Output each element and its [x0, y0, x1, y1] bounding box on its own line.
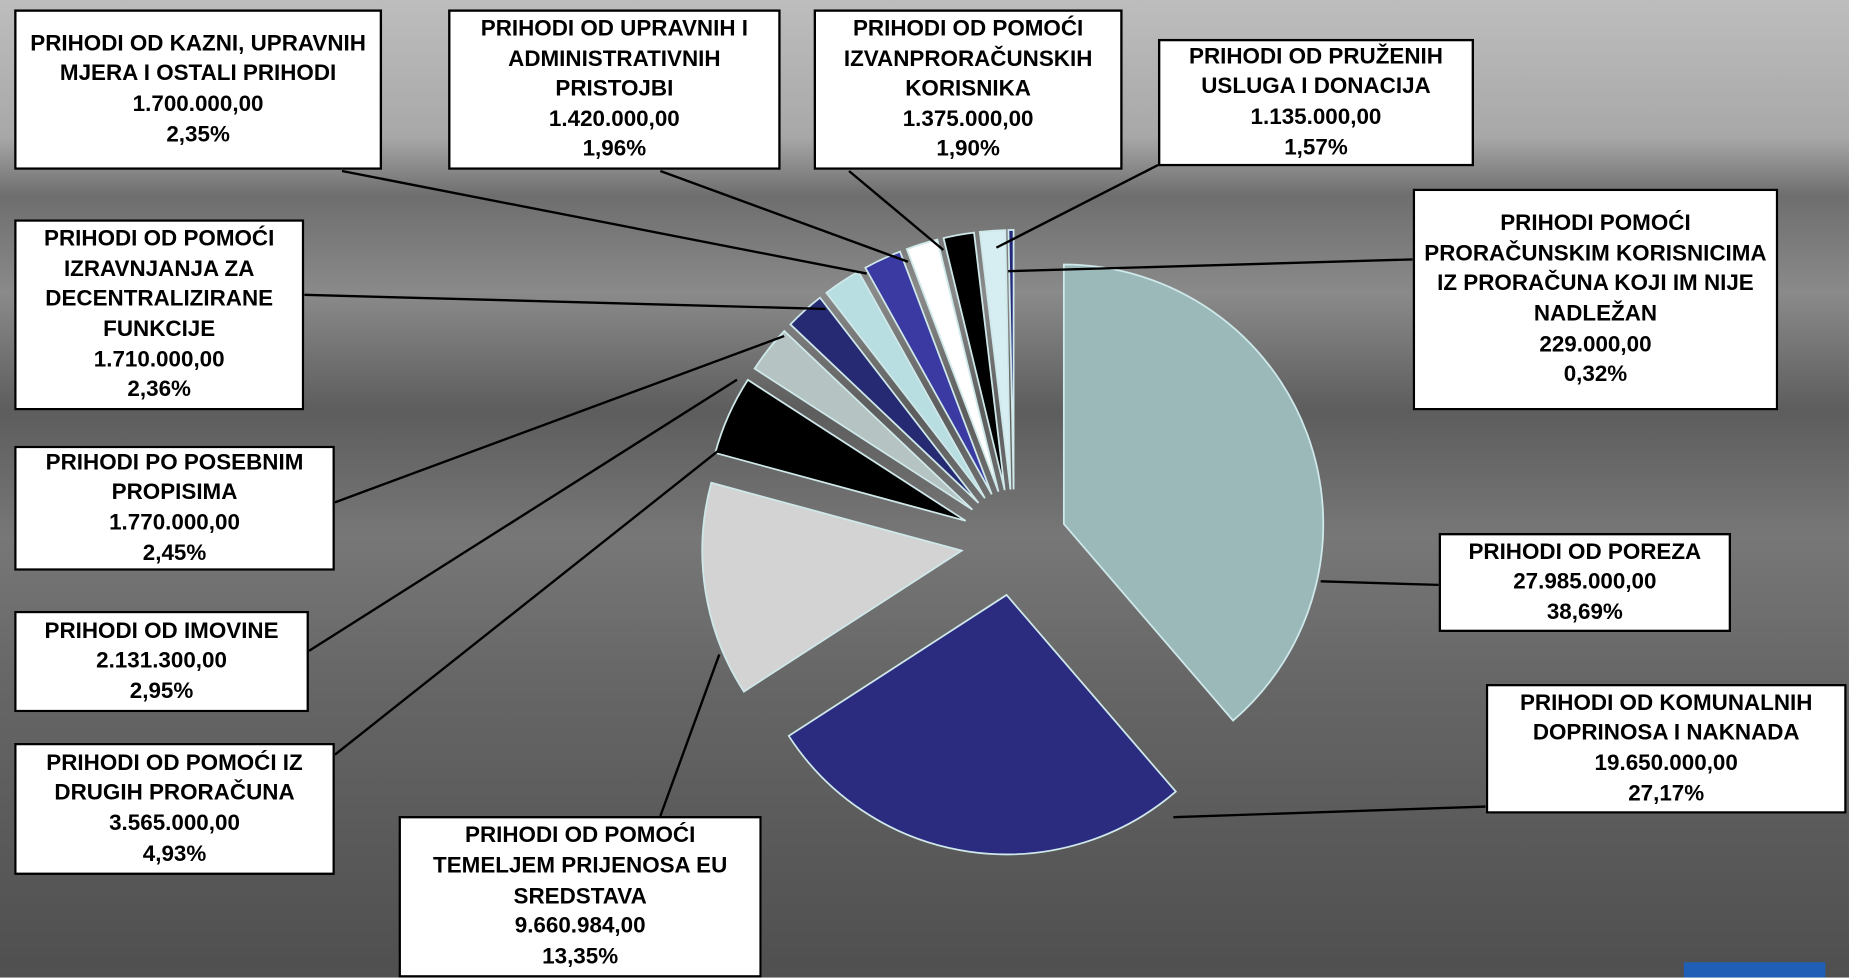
data-label: PRIHODI OD POMOĆI TEMELJEM PRIJENOSA EU …: [399, 816, 762, 978]
label-percent: 13,35%: [406, 942, 755, 972]
label-name: PRIHODI OD KOMUNALNIH DOPRINOSA I NAKNAD…: [1493, 688, 1840, 748]
data-label: PRIHODI OD KOMUNALNIH DOPRINOSA I NAKNAD…: [1486, 684, 1847, 814]
data-label: PRIHODI OD POMOĆI IZVANPRORAČUNSKIH KORI…: [814, 9, 1123, 169]
label-percent: 38,69%: [1446, 598, 1724, 628]
label-value: 19.650.000,00: [1493, 749, 1840, 779]
label-value: 2.131.300,00: [21, 646, 302, 676]
leader-line: [335, 448, 722, 755]
leader-line: [335, 336, 784, 502]
label-value: 1.420.000,00: [455, 105, 773, 135]
label-name: PRIHODI OD POMOĆI IZVANPRORAČUNSKIH KORI…: [821, 14, 1116, 105]
label-percent: 4,93%: [21, 839, 328, 869]
label-name: PRIHODI OD POMOĆI IZ DRUGIH PRORAČUNA: [21, 748, 328, 808]
data-label: PRIHODI OD KAZNI, UPRAVNIH MJERA I OSTAL…: [14, 9, 382, 169]
label-value: 27.985.000,00: [1446, 567, 1724, 597]
label-value: 1.710.000,00: [21, 345, 297, 375]
label-name: PRIHODI OD UPRAVNIH I ADMINISTRATIVNIH P…: [455, 14, 773, 105]
label-name: PRIHODI PO POSEBNIM PROPISIMA: [21, 448, 328, 508]
label-percent: 1,96%: [455, 135, 773, 165]
label-value: 1.375.000,00: [821, 105, 1116, 135]
leader-line: [660, 654, 719, 816]
label-name: PRIHODI OD POREZA: [1446, 537, 1724, 567]
label-name: PRIHODI POMOĆI PRORAČUNSKIM KORISNICIMA …: [1420, 209, 1771, 330]
chart: PRIHODI OD POREZA27.985.000,0038,69%PRIH…: [0, 0, 1849, 978]
leader-line: [342, 171, 867, 274]
data-label: PRIHODI POMOĆI PRORAČUNSKIM KORISNICIMA …: [1413, 189, 1779, 411]
leader-line: [660, 171, 908, 262]
pie-slice: [789, 595, 1176, 854]
leader-line: [849, 171, 943, 250]
leader-line: [309, 380, 737, 651]
label-name: PRIHODI OD PRUŽENIH USLUGA I DONACIJA: [1165, 42, 1467, 102]
corner-decoration: [1684, 962, 1826, 977]
leader-line: [304, 295, 825, 309]
label-percent: 2,95%: [21, 677, 302, 707]
leader-line: [996, 165, 1158, 248]
label-name: PRIHODI OD POMOĆI TEMELJEM PRIJENOSA EU …: [406, 821, 755, 912]
label-percent: 0,32%: [1420, 360, 1771, 390]
label-value: 1.770.000,00: [21, 508, 328, 538]
label-value: 1.135.000,00: [1165, 103, 1467, 133]
label-value: 3.565.000,00: [21, 809, 328, 839]
label-percent: 2,36%: [21, 375, 297, 405]
label-percent: 2,35%: [21, 120, 375, 150]
label-value: 9.660.984,00: [406, 912, 755, 942]
pie-slice: [1064, 265, 1323, 721]
label-name: PRIHODI OD IMOVINE: [21, 616, 302, 646]
label-percent: 1,57%: [1165, 133, 1467, 163]
label-percent: 1,90%: [821, 135, 1116, 165]
label-name: PRIHODI OD KAZNI, UPRAVNIH MJERA I OSTAL…: [21, 29, 375, 89]
leader-line: [1321, 581, 1439, 585]
label-percent: 2,45%: [21, 538, 328, 568]
label-name: PRIHODI OD POMOĆI IZRAVNJANJA ZA DECENTR…: [21, 224, 297, 345]
label-value: 1.700.000,00: [21, 90, 375, 120]
leader-line: [1173, 807, 1485, 818]
label-value: 229.000,00: [1420, 330, 1771, 360]
data-label: PRIHODI OD POMOĆI IZRAVNJANJA ZA DECENTR…: [14, 219, 304, 410]
data-label: PRIHODI OD UPRAVNIH I ADMINISTRATIVNIH P…: [448, 9, 781, 169]
label-percent: 27,17%: [1493, 779, 1840, 809]
